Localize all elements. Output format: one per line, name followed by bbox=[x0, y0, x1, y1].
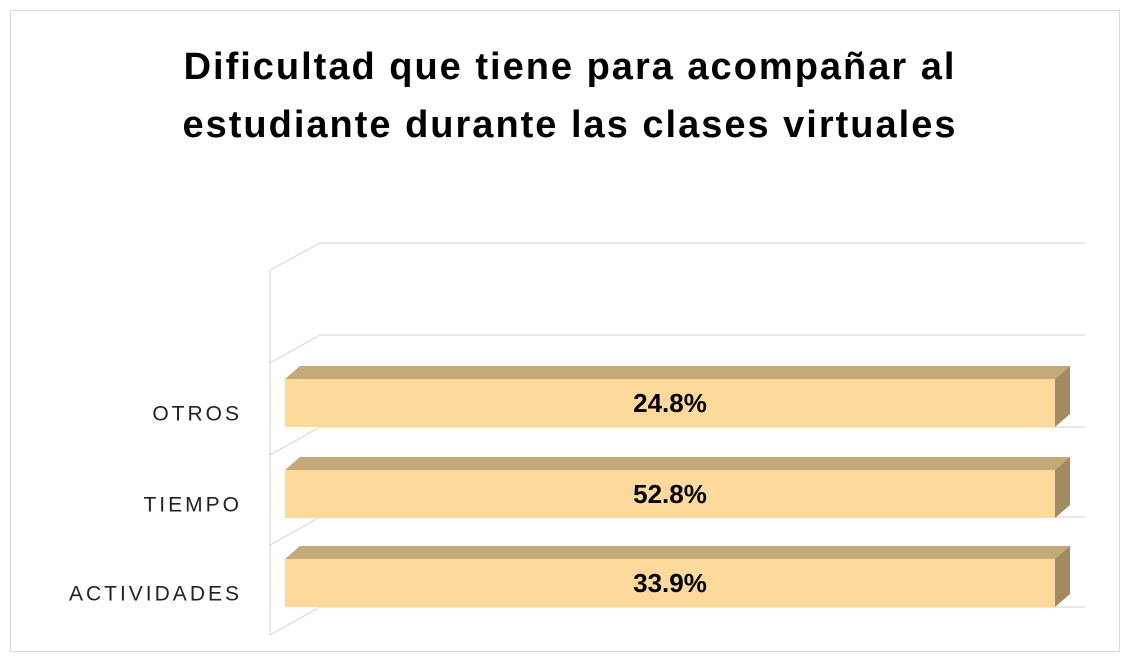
bar-top bbox=[285, 457, 1070, 470]
data-label: 24.8% bbox=[633, 388, 707, 418]
bar-side bbox=[1055, 457, 1070, 518]
category-label: ACTIVIDADES bbox=[69, 583, 242, 606]
category-label: OTROS bbox=[152, 403, 242, 426]
bar-front bbox=[285, 470, 1055, 518]
bar-side bbox=[1055, 546, 1070, 607]
bar-side bbox=[1055, 366, 1070, 427]
bar bbox=[285, 546, 1070, 607]
bar bbox=[285, 457, 1070, 518]
wall-line bbox=[269, 426, 321, 456]
data-label: 52.8% bbox=[633, 479, 707, 509]
wall-line bbox=[269, 334, 321, 364]
bar bbox=[285, 366, 1070, 427]
wall-line bbox=[269, 516, 321, 546]
bar-top bbox=[285, 546, 1070, 559]
wall-line bbox=[269, 606, 321, 636]
bar-top bbox=[285, 366, 1070, 379]
chart-frame bbox=[10, 10, 1120, 652]
bar-front bbox=[285, 559, 1055, 607]
category-label: TIEMPO bbox=[143, 494, 242, 517]
chart-title: Dificultad que tiene para acompañar al e… bbox=[182, 46, 958, 146]
bar-front bbox=[285, 379, 1055, 427]
data-label: 33.9% bbox=[633, 568, 707, 598]
wall-line bbox=[269, 242, 321, 271]
